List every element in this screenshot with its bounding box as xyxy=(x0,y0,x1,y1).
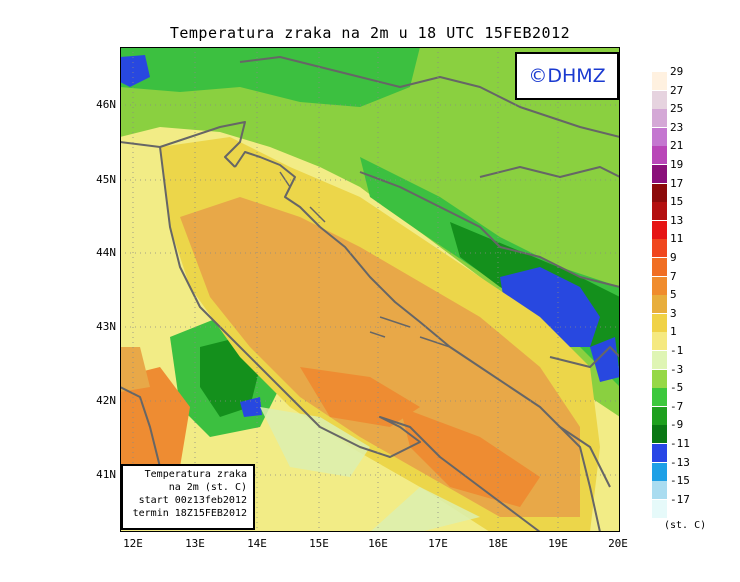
border-north xyxy=(239,56,620,138)
lon-tick: 14E xyxy=(247,537,267,550)
legend-label: 19 xyxy=(670,158,684,171)
island-krk xyxy=(279,171,291,198)
island-hvar xyxy=(419,336,451,348)
legend-swatch xyxy=(652,258,667,277)
lat-tick: 42N xyxy=(96,394,116,407)
legend-swatch xyxy=(652,351,667,370)
map-title: Temperatura zraka na 2m u 18 UTC 15FEB20… xyxy=(169,24,571,42)
coast-adriatic-east xyxy=(234,151,601,532)
pale-green-patch-gargano xyxy=(260,407,370,477)
legend-swatch xyxy=(652,499,667,518)
info-line-1: Temperatura zraka xyxy=(144,469,247,480)
cold-spot-north xyxy=(120,55,150,87)
map-frame xyxy=(120,47,620,532)
coast-north-italy xyxy=(120,121,246,168)
legend-unit: (st. C) xyxy=(664,520,707,531)
legend-label: 15 xyxy=(670,195,684,209)
lat-tick: 41N xyxy=(96,468,116,481)
lat-tick: 45N xyxy=(96,173,116,186)
lat-tick: 43N xyxy=(96,320,116,333)
legend-label: 25 xyxy=(670,102,684,116)
info-line-2: na 2m (st. C) xyxy=(168,482,247,493)
legend-label: 7 xyxy=(670,269,677,283)
legend-label: -17 xyxy=(670,492,690,506)
legend-label: -5 xyxy=(670,381,684,395)
sea-hot-spot-1 xyxy=(300,367,420,427)
lat-tick: 46N xyxy=(96,98,116,111)
island-vis xyxy=(369,331,386,338)
legend-swatch xyxy=(652,90,667,109)
legend-label: 21 xyxy=(670,139,684,153)
legend-label: -9 xyxy=(670,418,684,432)
legend-swatch xyxy=(652,313,667,332)
legend-label: 23 xyxy=(670,120,684,134)
legend-swatch xyxy=(652,202,667,221)
lon-tick: 18E xyxy=(488,537,508,550)
legend-swatch xyxy=(652,295,667,314)
tyrrhenian-sea-edge xyxy=(120,347,150,392)
legend-label: 3 xyxy=(670,306,677,320)
legend-label: -13 xyxy=(670,455,690,469)
legend-swatch xyxy=(652,444,667,463)
legend-swatch xyxy=(652,369,667,388)
legend-swatch xyxy=(652,388,667,407)
legend-label: -1 xyxy=(670,344,684,357)
legend-label: 1 xyxy=(670,325,677,339)
pale-green-patch-south xyxy=(370,487,480,532)
island-rab xyxy=(309,206,326,223)
info-line-4: termin 18Z15FEB2012 xyxy=(132,508,247,519)
temperature-map xyxy=(120,47,620,532)
legend-swatch xyxy=(652,276,667,295)
border-montenegro xyxy=(549,346,620,368)
legend-label: 11 xyxy=(670,232,684,246)
info-line-3: start 00z13feb2012 xyxy=(138,495,247,506)
info-box: Temperatura zraka na 2m (st. C) start 00… xyxy=(121,464,255,530)
border-albania xyxy=(559,426,611,488)
legend-swatch xyxy=(652,109,667,128)
lat-lon-grid xyxy=(120,47,620,532)
legend-swatch xyxy=(652,239,667,258)
dhmz-logo: ©DHMZ xyxy=(515,52,619,100)
legend-label: 27 xyxy=(670,83,684,97)
legend-label: 5 xyxy=(670,288,677,302)
legend-swatch xyxy=(652,406,667,425)
cold-spot-italy xyxy=(240,397,262,417)
legend-swatch xyxy=(652,72,667,91)
lon-tick: 19E xyxy=(548,537,568,550)
legend-swatch xyxy=(652,127,667,146)
legend-swatch xyxy=(652,481,667,500)
border-croatia-bosnia xyxy=(359,171,620,288)
legend-swatch xyxy=(652,220,667,239)
sea-hot-spot-2 xyxy=(400,407,540,507)
lon-tick: 20E xyxy=(608,537,628,550)
legend-label: 13 xyxy=(670,213,684,227)
legend-swatch xyxy=(652,183,667,202)
legend-label: -3 xyxy=(670,362,684,376)
legend-label: -7 xyxy=(670,399,684,413)
map-svg xyxy=(120,47,620,532)
lon-tick: 16E xyxy=(368,537,388,550)
border-sava xyxy=(479,166,620,178)
legend-swatch xyxy=(652,462,667,481)
legend-label: -11 xyxy=(670,437,690,450)
lon-tick: 15E xyxy=(309,537,329,550)
islands xyxy=(279,171,451,348)
legend-label: 29 xyxy=(670,65,684,78)
legend-label: 9 xyxy=(670,251,677,264)
legend-swatch xyxy=(652,146,667,165)
legend-swatch xyxy=(652,165,667,184)
lon-tick: 13E xyxy=(185,537,205,550)
lon-tick: 17E xyxy=(428,537,448,550)
legend-label: 17 xyxy=(670,176,684,190)
tyrrhenian-sea xyxy=(120,367,190,477)
legend-label: -15 xyxy=(670,474,690,488)
lat-tick: 44N xyxy=(96,246,116,259)
land-green-region xyxy=(120,47,620,417)
legend-swatch xyxy=(652,332,667,351)
coast-italy-east xyxy=(159,146,541,532)
island-brac xyxy=(379,316,411,328)
lon-tick: 12E xyxy=(123,537,143,550)
legend-swatch xyxy=(652,425,667,444)
